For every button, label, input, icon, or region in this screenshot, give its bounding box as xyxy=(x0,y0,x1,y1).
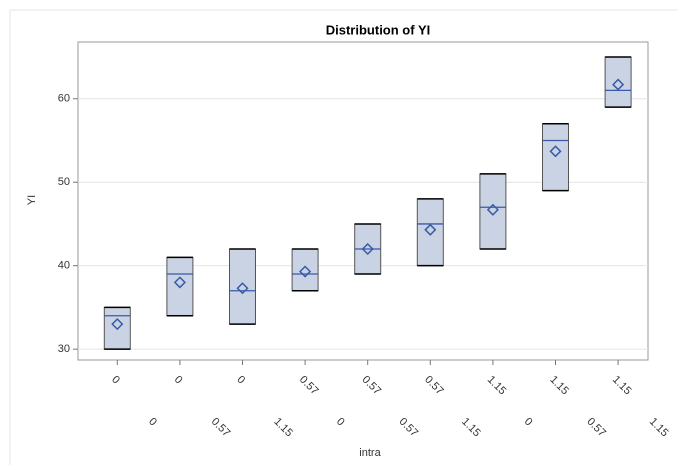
x-tick-label: 0.57 xyxy=(297,374,321,398)
mean-marker xyxy=(111,318,124,331)
x-tick-label-2: 0 xyxy=(334,416,347,429)
x-tick-label: 1.15 xyxy=(547,374,571,398)
x-tick-label: 1.15 xyxy=(485,374,509,398)
mean-marker xyxy=(424,223,437,236)
box xyxy=(291,248,319,292)
x-tick-label-2: 0 xyxy=(522,416,535,429)
x-tick-label: 0 xyxy=(172,374,185,387)
x-tick-label: 0 xyxy=(109,374,122,387)
y-tick-label: 40 xyxy=(58,260,70,272)
plot-frame xyxy=(77,41,649,361)
y-tick-label: 50 xyxy=(58,176,70,188)
x-tick-label: 0.57 xyxy=(422,374,446,398)
x-tick-label: 1.15 xyxy=(610,374,634,398)
mean-marker xyxy=(361,242,374,256)
x-tick-label-2: 0.57 xyxy=(397,416,421,440)
x-tick-label: 0.57 xyxy=(360,374,384,398)
box xyxy=(479,173,507,250)
mean-marker xyxy=(549,145,562,158)
x-tick-label-2: 0.57 xyxy=(584,416,608,440)
box xyxy=(229,248,256,325)
mean-marker xyxy=(612,78,625,91)
y-tick-label: 60 xyxy=(58,93,70,105)
box xyxy=(604,56,632,108)
y-tick-label: 30 xyxy=(58,343,70,355)
chart-title: Distribution of YI xyxy=(326,22,430,37)
mean-marker xyxy=(299,265,312,278)
x-axis-label: intra xyxy=(359,447,381,459)
y-axis-label: YI xyxy=(26,195,38,205)
x-tick-label: 0 xyxy=(234,374,247,387)
x-tick-label-2: 1.15 xyxy=(271,416,295,440)
mean-marker xyxy=(236,282,249,295)
x-tick-label-2: 0.57 xyxy=(209,416,233,440)
x-tick-label-2: 0 xyxy=(146,416,159,429)
box xyxy=(416,198,444,267)
mean-marker xyxy=(173,276,186,289)
x-tick-label-2: 1.15 xyxy=(459,416,483,440)
x-tick-label-2: 1.15 xyxy=(647,416,671,440)
mean-marker xyxy=(486,203,499,216)
